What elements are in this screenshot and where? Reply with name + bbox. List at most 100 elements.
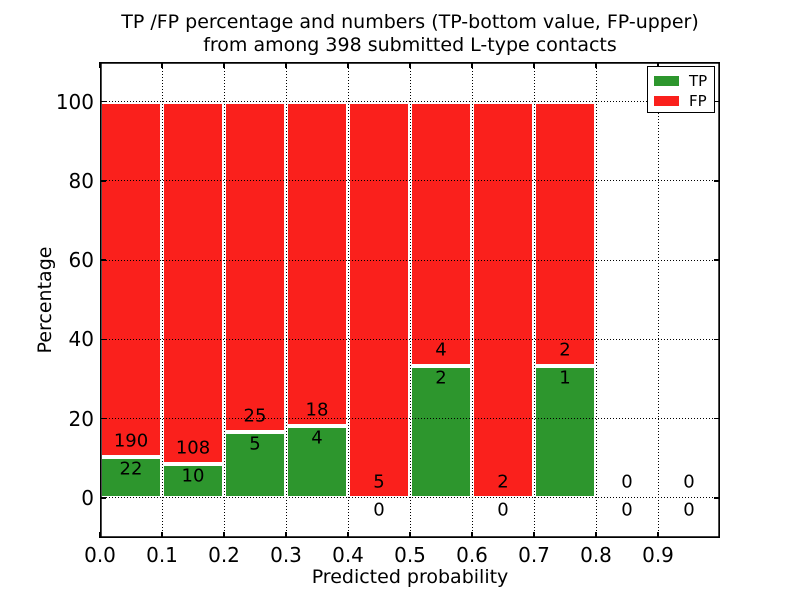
gridline-vertical xyxy=(99,62,101,538)
bar-fp-segment xyxy=(162,101,224,465)
bar-fp-segment xyxy=(224,101,286,432)
x-tick-label: 0.7 xyxy=(518,543,550,567)
x-tick-label: 0.9 xyxy=(642,543,674,567)
y-tickmark-right xyxy=(714,497,720,499)
bar-tp-segment xyxy=(534,365,596,498)
bar-tp-segment xyxy=(286,425,348,498)
chart-title: TP /FP percentage and numbers (TP-bottom… xyxy=(90,11,730,57)
bar-tp-segment xyxy=(410,365,472,498)
plot-area: TP FP 190 22 108 10 25 5 18 4 5 0 4 2 2 0 2 1 0 0 0 0 xyxy=(99,62,720,538)
x-tickmark-bottom xyxy=(223,531,225,538)
bar-fp-segment xyxy=(472,101,534,498)
x-tickmark-top xyxy=(285,62,287,68)
y-tick-label: 20 xyxy=(68,406,94,431)
bar-tp-segment xyxy=(162,464,224,498)
x-tickmark-top xyxy=(99,62,101,68)
legend-entry-fp: FP xyxy=(654,93,714,109)
fp-count-label: 18 xyxy=(305,399,329,421)
tp-count-label: 22 xyxy=(119,458,143,480)
x-tickmark-top xyxy=(347,62,349,68)
x-tickmark-bottom xyxy=(161,531,163,538)
x-tick-label: 0.4 xyxy=(332,543,364,567)
bar-fp-segment xyxy=(286,101,348,426)
x-tickmark-bottom xyxy=(285,531,287,538)
y-tickmark-left xyxy=(100,417,106,420)
y-axis-label: Percentage xyxy=(34,246,56,354)
y-tick-label: 100 xyxy=(55,89,94,114)
tp-count-label: 0 xyxy=(373,499,385,521)
y-tick-label: 0 xyxy=(81,485,94,510)
legend-swatch-fp xyxy=(654,96,679,106)
y-tickmark-left xyxy=(100,338,106,341)
x-tickmark-bottom xyxy=(409,531,411,538)
gridline-vertical xyxy=(347,62,349,538)
fp-count-label: 5 xyxy=(373,471,385,493)
bar-fp-segment xyxy=(534,101,596,366)
y-tick-label: 40 xyxy=(68,327,94,352)
gridline-horizontal xyxy=(100,338,720,340)
legend-label-tp: TP xyxy=(689,72,708,90)
bar-tp-segment xyxy=(100,456,162,498)
tp-count-label: 5 xyxy=(249,433,261,455)
y-tickmark-right xyxy=(714,259,720,261)
gridline-horizontal xyxy=(100,418,720,420)
x-tick-label: 0.1 xyxy=(146,543,178,567)
fp-count-label: 2 xyxy=(559,339,571,361)
gridline-vertical xyxy=(409,62,411,538)
gridline-horizontal xyxy=(100,180,720,182)
x-tickmark-bottom xyxy=(657,531,659,538)
tp-count-label: 4 xyxy=(311,427,323,449)
gridline-vertical xyxy=(657,62,659,538)
x-tick-label: 0.3 xyxy=(270,543,302,567)
bar-fp-segment xyxy=(100,101,162,457)
fp-count-label: 190 xyxy=(113,430,149,452)
x-axis-label: Predicted probability xyxy=(311,566,509,588)
tp-count-label: 2 xyxy=(435,367,447,389)
y-tickmark-right xyxy=(714,180,720,182)
tp-count-label: 0 xyxy=(621,499,633,521)
bar-fp-segment xyxy=(348,101,410,498)
gridline-vertical xyxy=(285,62,287,538)
gridline-vertical xyxy=(161,62,163,538)
x-tickmark-bottom xyxy=(99,531,101,538)
y-tickmark-right xyxy=(714,338,720,341)
x-tick-label: 0.5 xyxy=(394,543,426,567)
y-tickmark-left xyxy=(100,180,106,182)
tp-count-label: 10 xyxy=(181,465,205,487)
x-tickmark-bottom xyxy=(471,531,473,538)
gridline-vertical xyxy=(223,62,225,538)
x-tick-label: 0.2 xyxy=(208,543,240,567)
gridline-vertical xyxy=(595,62,597,538)
y-tick-label: 80 xyxy=(68,168,94,193)
tp-count-label: 1 xyxy=(559,367,571,389)
x-tickmark-top xyxy=(409,62,411,68)
legend-entry-tp: TP xyxy=(654,73,714,89)
y-tickmark-right xyxy=(714,100,720,103)
x-tickmark-bottom xyxy=(347,531,349,538)
fp-count-label: 4 xyxy=(435,339,447,361)
chart-title-line-2: from among 398 submitted L-type contacts xyxy=(203,34,617,56)
x-tickmark-bottom xyxy=(533,531,535,538)
legend: TP FP xyxy=(647,66,715,113)
fp-count-label: 0 xyxy=(621,471,633,493)
y-tickmark-right xyxy=(714,417,720,420)
y-tickmark-left xyxy=(100,259,106,261)
gridline-horizontal xyxy=(100,497,720,499)
x-tickmark-top xyxy=(533,62,535,68)
y-tickmark-left xyxy=(100,100,106,103)
legend-swatch-tp xyxy=(654,76,679,86)
tp-count-label: 0 xyxy=(683,499,695,521)
gridline-vertical xyxy=(471,62,473,538)
x-tick-label: 0.0 xyxy=(84,543,116,567)
fp-count-label: 0 xyxy=(683,471,695,493)
chart-title-line-1: TP /FP percentage and numbers (TP-bottom… xyxy=(121,11,699,33)
x-tickmark-bottom xyxy=(595,531,597,538)
bar-tp-segment xyxy=(224,431,286,498)
x-tick-label: 0.6 xyxy=(456,543,488,567)
bar-fp-segment xyxy=(410,101,472,366)
x-tickmark-top xyxy=(161,62,163,68)
gridline-vertical xyxy=(533,62,535,538)
x-tick-label: 0.8 xyxy=(580,543,612,567)
legend-label-fp: FP xyxy=(689,92,707,110)
